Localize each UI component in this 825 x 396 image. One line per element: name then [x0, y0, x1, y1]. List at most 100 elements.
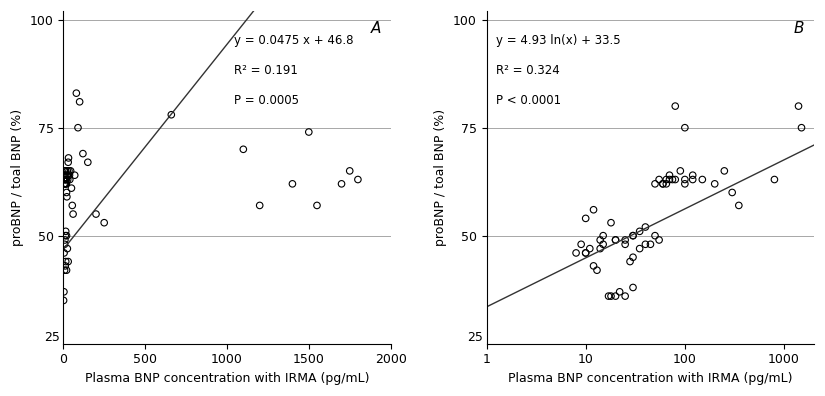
Point — [351, 176, 365, 183]
Point — [58, 176, 71, 183]
Point — [58, 181, 71, 187]
Point — [574, 241, 587, 248]
Point — [58, 250, 71, 256]
Point — [678, 176, 691, 183]
Y-axis label: proBNP / toal BNP (%): proBNP / toal BNP (%) — [11, 109, 24, 246]
Point — [613, 289, 626, 295]
Point — [59, 228, 73, 234]
Text: 25: 25 — [44, 331, 60, 344]
Point — [59, 181, 73, 187]
Point — [59, 176, 73, 183]
Point — [65, 185, 78, 191]
Point — [67, 211, 80, 217]
Point — [64, 168, 78, 174]
Point — [619, 241, 632, 248]
Point — [60, 189, 73, 196]
Point — [583, 246, 596, 252]
Point — [89, 211, 102, 217]
Point — [660, 181, 673, 187]
Point — [593, 237, 606, 243]
Point — [639, 241, 652, 248]
Point — [58, 172, 71, 178]
Point — [59, 181, 72, 187]
Point — [624, 259, 637, 265]
Point — [668, 176, 681, 183]
X-axis label: Plasma BNP concentration with IRMA (pg/mL): Plasma BNP concentration with IRMA (pg/m… — [85, 372, 370, 385]
Point — [609, 237, 622, 243]
Point — [666, 176, 679, 183]
Point — [59, 263, 72, 269]
Point — [335, 181, 348, 187]
Point — [285, 181, 299, 187]
Point — [58, 241, 71, 248]
Text: P = 0.0005: P = 0.0005 — [233, 94, 299, 107]
Point — [596, 241, 610, 248]
Text: R² = 0.324: R² = 0.324 — [497, 64, 560, 77]
Point — [605, 219, 618, 226]
Text: P < 0.0001: P < 0.0001 — [497, 94, 562, 107]
Point — [718, 168, 731, 174]
Point — [695, 176, 709, 183]
Point — [59, 172, 72, 178]
Point — [587, 207, 600, 213]
Point — [619, 293, 632, 299]
Point — [73, 99, 87, 105]
Point — [605, 293, 618, 299]
Point — [76, 150, 89, 157]
Point — [58, 168, 71, 174]
Text: A: A — [370, 21, 381, 36]
Point — [708, 181, 721, 187]
Point — [59, 259, 73, 265]
X-axis label: Plasma BNP concentration with IRMA (pg/mL): Plasma BNP concentration with IRMA (pg/m… — [508, 372, 793, 385]
Point — [253, 202, 266, 209]
Point — [626, 232, 639, 239]
Point — [596, 232, 610, 239]
Point — [653, 237, 666, 243]
Point — [59, 181, 73, 187]
Point — [593, 246, 606, 252]
Point — [57, 289, 70, 295]
Point — [653, 176, 666, 183]
Point — [591, 267, 604, 273]
Point — [60, 172, 73, 178]
Point — [792, 103, 805, 109]
Text: B: B — [794, 21, 804, 36]
Point — [633, 228, 646, 234]
Point — [648, 232, 662, 239]
Point — [795, 124, 808, 131]
Point — [97, 219, 111, 226]
Point — [587, 263, 600, 269]
Point — [733, 202, 746, 209]
Point — [639, 224, 652, 230]
Point — [62, 155, 75, 161]
Point — [58, 176, 71, 183]
Point — [626, 254, 639, 261]
Point — [609, 237, 622, 243]
Point — [609, 293, 622, 299]
Point — [768, 176, 781, 183]
Point — [644, 241, 657, 248]
Point — [602, 293, 615, 299]
Point — [633, 246, 646, 252]
Point — [66, 202, 79, 209]
Point — [626, 284, 639, 291]
Point — [343, 168, 356, 174]
Point — [663, 176, 676, 183]
Point — [61, 176, 74, 183]
Point — [310, 202, 323, 209]
Point — [237, 146, 250, 152]
Point — [674, 168, 687, 174]
Point — [648, 181, 662, 187]
Point — [64, 176, 77, 183]
Y-axis label: proBNP / toal BNP (%): proBNP / toal BNP (%) — [434, 109, 447, 246]
Point — [656, 181, 669, 187]
Point — [59, 168, 73, 174]
Point — [81, 159, 94, 166]
Point — [63, 168, 76, 174]
Point — [57, 297, 70, 304]
Point — [678, 181, 691, 187]
Point — [70, 90, 83, 96]
Point — [60, 232, 73, 239]
Point — [68, 172, 82, 178]
Point — [72, 124, 85, 131]
